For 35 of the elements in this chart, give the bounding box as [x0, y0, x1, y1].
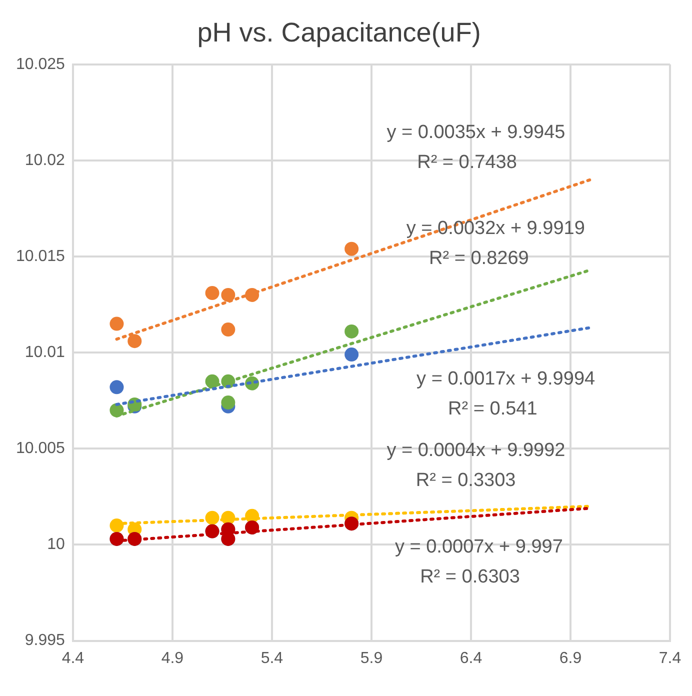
- point: [221, 396, 236, 410]
- annotation: y = 0.0032x + 9.9919: [406, 218, 585, 239]
- x-tick-label: 6.9: [559, 650, 582, 667]
- point: [128, 334, 142, 348]
- annotation: y = 0.0017x + 9.9994: [416, 368, 596, 390]
- chart-title: pH vs. Capacitance(uF): [197, 18, 481, 48]
- annotation: R² = 0.7438: [417, 152, 517, 174]
- x-tick-label: 4.4: [62, 650, 84, 667]
- x-tick-label: 5.9: [360, 650, 383, 667]
- point: [344, 242, 359, 256]
- point: [344, 324, 359, 338]
- x-tick-label: 6.4: [460, 650, 482, 667]
- annotation: R² = 0.541: [448, 398, 538, 420]
- y-tick-label: 10.015: [16, 248, 66, 265]
- y-tick-label: 10.005: [16, 440, 66, 458]
- y-tick-label: 9.995: [24, 632, 66, 650]
- annotation: y = 0.0004x + 9.9992: [386, 440, 566, 461]
- y-tick-label: 10.025: [16, 56, 66, 73]
- x-tick-label: 5.4: [260, 650, 284, 667]
- point: [221, 322, 236, 337]
- point: [344, 348, 359, 362]
- x-tick-label: 7.4: [658, 650, 682, 667]
- y-tick-label: 10.01: [24, 344, 66, 362]
- annotation: R² = 0.8269: [429, 248, 529, 269]
- y-tick-label: 10: [47, 536, 66, 554]
- point: [110, 316, 124, 331]
- annotation: y = 0.0035x + 9.9945: [386, 122, 566, 144]
- x-tick-label: 4.9: [161, 650, 184, 667]
- annotation: y = 0.0007x + 9.997: [394, 536, 563, 558]
- point: [221, 288, 236, 302]
- y-tick-label: 10.02: [24, 152, 66, 169]
- point: [205, 286, 220, 300]
- annotation: R² = 0.6303: [420, 566, 520, 588]
- annotation: R² = 0.3303: [416, 470, 516, 491]
- point: [110, 380, 124, 394]
